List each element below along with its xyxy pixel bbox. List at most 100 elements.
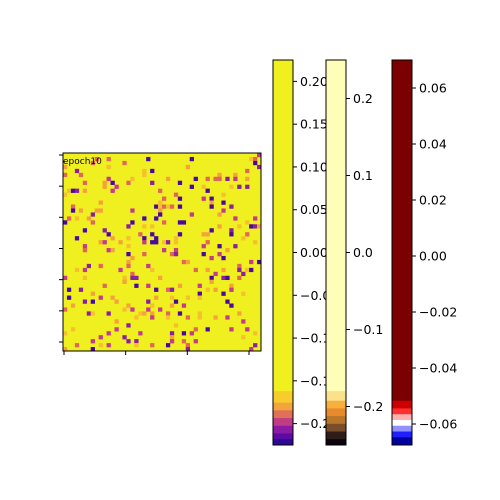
heatmap-cell [162, 196, 167, 201]
heatmap-cell [130, 208, 135, 213]
heatmap-cell [98, 240, 103, 245]
heatmap-cell [158, 188, 163, 193]
heatmap-cell [90, 220, 95, 225]
heatmap-cell [225, 299, 230, 304]
heatmap-cell [74, 343, 80, 348]
heatmap-cell [189, 184, 194, 189]
heatmap-cell [241, 291, 246, 296]
heatmap-cell [66, 295, 72, 300]
heatmap-cell [142, 311, 147, 316]
heatmap-cell [173, 248, 179, 253]
heatmap-cell [110, 295, 115, 300]
heatmap-cell [249, 224, 254, 229]
heatmap-cell [169, 339, 175, 344]
heatmap-cell [82, 228, 88, 233]
heatmap-cell [102, 240, 107, 245]
heatmap-cell [106, 343, 111, 348]
heatmap-cell [66, 287, 72, 292]
heatmap-cell [213, 271, 218, 277]
colorbar-tick-label: 0.00 [419, 249, 447, 264]
heatmap-cell [162, 240, 167, 245]
colorbar-3: 0.06 0.04 0.02 0.00 −0.02 −0.04 −0.06 [391, 59, 457, 446]
heatmap-cell [158, 307, 163, 312]
heatmap-cell [98, 295, 103, 300]
heatmap-cell [241, 271, 246, 277]
heatmap-cell [150, 267, 155, 273]
heatmap-cell [249, 156, 254, 162]
heatmap-cell [173, 252, 179, 257]
heatmap-cell [74, 236, 80, 241]
heatmap-cell [122, 279, 127, 284]
heatmap-cell [257, 153, 262, 158]
heatmap-y-ticks [59, 154, 63, 343]
heatmap-cell [165, 343, 171, 348]
heatmap-cell [241, 319, 246, 324]
heatmap-cell [98, 200, 103, 205]
heatmap-cell [106, 331, 111, 336]
heatmap-cell [158, 204, 163, 209]
heatmap-cell [82, 180, 88, 185]
heatmap-cell [201, 244, 206, 249]
colorbar-tick-label: 0.0 [353, 245, 373, 260]
heatmap-cell [233, 176, 238, 182]
heatmap-cell [221, 275, 226, 281]
heatmap-cell [245, 220, 250, 225]
heatmap-cell [63, 331, 68, 336]
heatmap-cell [217, 176, 222, 182]
heatmap: epoch10 [59, 152, 262, 355]
heatmap-cell [193, 176, 198, 182]
heatmap-cell [98, 208, 103, 213]
heatmap-cell [150, 311, 155, 316]
colorbar-tick-label: 0.02 [419, 193, 447, 208]
heatmap-cell [197, 291, 202, 296]
heatmap-cell [185, 315, 191, 320]
colorbar-tick-label: −0.2 [353, 399, 383, 414]
colorbar-tick-label: 0.1 [353, 168, 373, 183]
heatmap-cell [169, 252, 175, 257]
heatmap-cell [197, 283, 202, 288]
colorbar-band [326, 60, 346, 392]
heatmap-cell [209, 204, 214, 209]
heatmap-cell [102, 184, 107, 189]
heatmap-cell [209, 228, 214, 233]
heatmap-cell [217, 224, 222, 229]
heatmap-cell [90, 160, 95, 166]
heatmap-cell [173, 192, 179, 197]
heatmap-cell [122, 307, 127, 312]
heatmap-cell [217, 252, 222, 257]
heatmap-cell [82, 275, 88, 281]
heatmap-cell [98, 343, 103, 348]
heatmap-cell [150, 303, 155, 308]
heatmap-x-ticks [63, 351, 250, 355]
heatmap-cell [253, 343, 258, 348]
colorbar-band [273, 410, 293, 419]
heatmap-cell [229, 184, 234, 189]
heatmap-cell [221, 291, 226, 296]
heatmap-cell [165, 204, 171, 209]
heatmap-cell [63, 172, 68, 178]
heatmap-cell [173, 240, 179, 245]
heatmap-cell [142, 240, 147, 245]
heatmap-cell [209, 196, 214, 201]
heatmap-cell [181, 220, 187, 225]
epoch-annotation: epoch10 [63, 157, 102, 167]
heatmap-cell [249, 267, 254, 273]
heatmap-cell [90, 311, 95, 316]
heatmap-cell [213, 176, 218, 182]
colorbar-tick-label: 0.04 [419, 137, 447, 152]
heatmap-cell [173, 323, 179, 328]
heatmap-cell [106, 164, 111, 170]
heatmap-cell [205, 267, 210, 273]
heatmap-cell [154, 287, 159, 292]
heatmap-cell [213, 287, 218, 292]
heatmap-cell [106, 176, 111, 182]
heatmap-cell [146, 156, 151, 162]
heatmap-cell [237, 263, 242, 269]
heatmap-cell [229, 228, 234, 233]
heatmap-cell [165, 240, 171, 245]
heatmap-cell [98, 263, 103, 269]
heatmap-cell [78, 172, 84, 178]
heatmap-cell [86, 263, 92, 269]
heatmap-cell [90, 299, 95, 304]
heatmap-cell [253, 160, 258, 166]
